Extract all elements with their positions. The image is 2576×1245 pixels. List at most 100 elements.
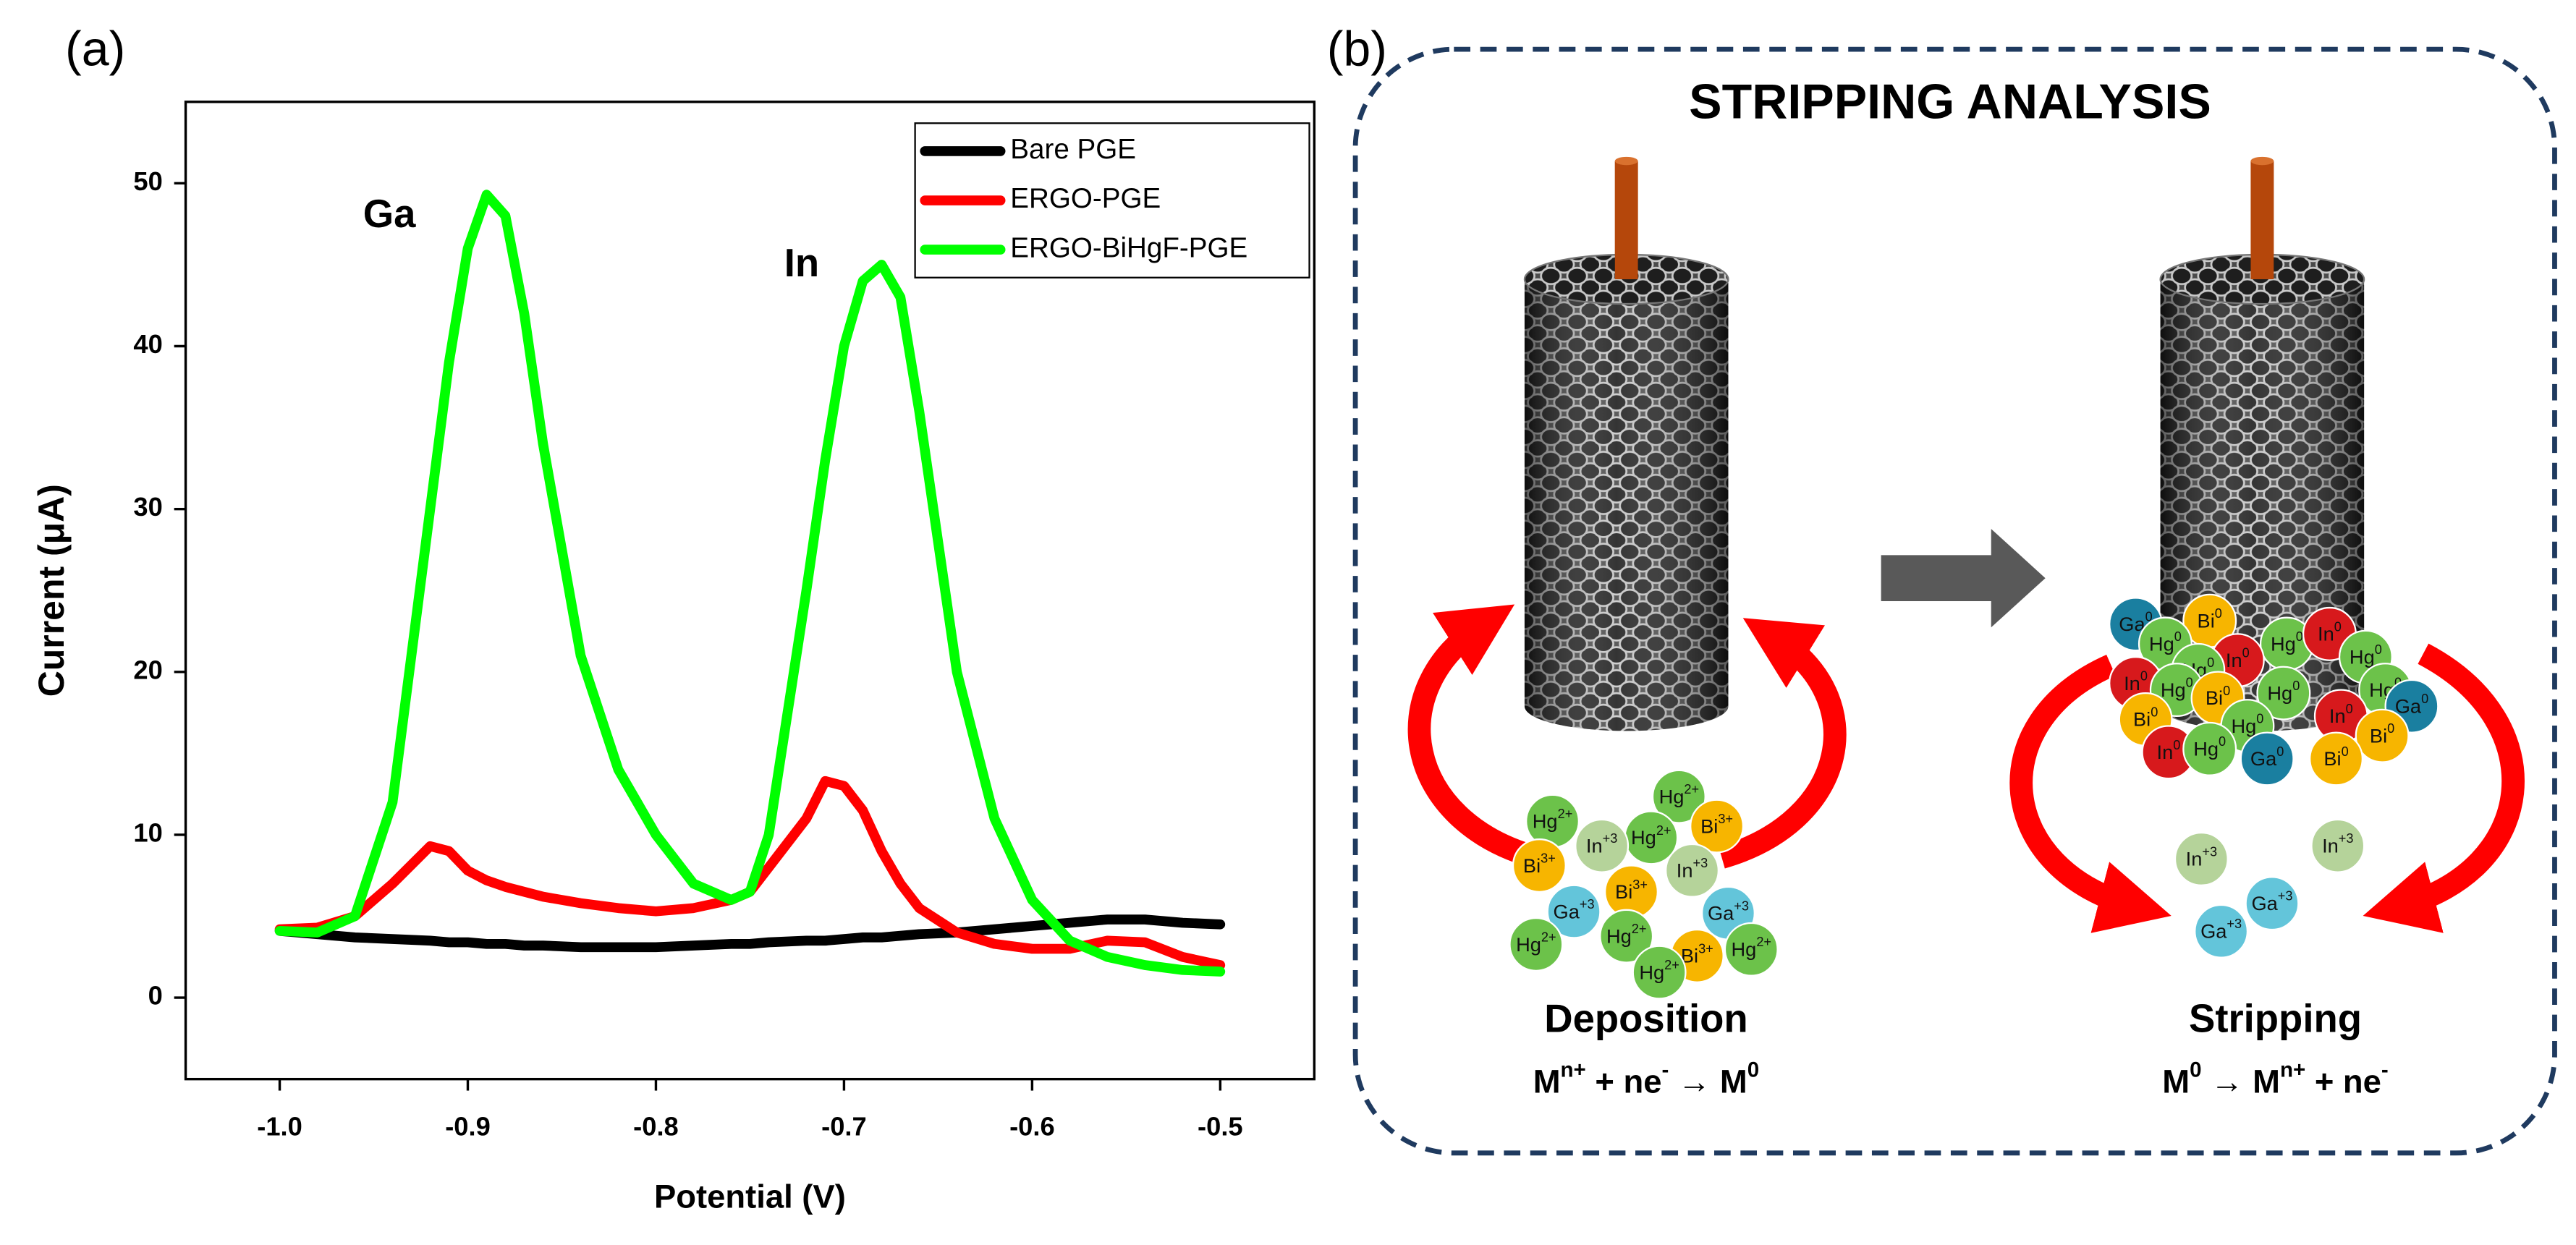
equation-part: n+ [2280, 1058, 2305, 1082]
ion-charge: 0 [2342, 744, 2349, 759]
ion-charge: 0 [2346, 702, 2353, 716]
ion-charge: +3 [2227, 917, 2242, 931]
cycle-arrow [2363, 643, 2525, 933]
ion-symbol: In [2124, 672, 2140, 694]
equation-part: 0 [1747, 1058, 1759, 1082]
electrode-rod-top [1614, 156, 1638, 166]
ion-charge: +3 [2278, 888, 2293, 903]
ion-charge: 3+ [1698, 941, 1713, 956]
ion-symbol: Bi [1700, 815, 1718, 838]
equation-part: - [2381, 1058, 2389, 1082]
equation: M0 → Mn+ + ne- [2162, 1058, 2388, 1100]
ion-symbol: Bi [1615, 880, 1632, 903]
equation: Mn+ + ne- → M0 [1533, 1058, 1759, 1100]
ion-label: In+3 [2186, 844, 2217, 870]
ion-symbol: Hg [2350, 646, 2375, 668]
equation-part: → M [2202, 1063, 2280, 1100]
ion [2355, 708, 2410, 763]
ion [1512, 838, 1567, 893]
ion-label: Bi0 [2133, 705, 2158, 731]
ion [1546, 884, 1601, 939]
ion [1724, 922, 1779, 977]
ion-charge: 0 [2140, 668, 2148, 683]
cycle-arrow [1407, 604, 1540, 869]
series-line [274, 914, 1226, 953]
ion-symbol: Hg [1631, 826, 1656, 849]
ion-label: Hg0 [2161, 675, 2193, 701]
ion-label: Hg2+ [1606, 922, 1647, 948]
panel-label: (b) [1327, 22, 1387, 77]
ion-charge: 2+ [1664, 958, 1679, 972]
y-tick-label: 50 [133, 166, 162, 196]
ion-symbol: Ga [1554, 901, 1580, 923]
ion-label: Hg0 [2193, 734, 2226, 760]
ion-charge: 0 [2215, 606, 2222, 621]
ion-label: Hg0 [2271, 629, 2303, 655]
ion-charge: 0 [2375, 642, 2382, 657]
ion-symbol: In [2322, 835, 2339, 857]
annotation: Ga [363, 192, 416, 236]
y-tick-label: 30 [133, 492, 162, 522]
ion-charge: 0 [2173, 738, 2180, 752]
ion-symbol: In [2318, 623, 2334, 645]
ion [2194, 904, 2249, 959]
ion-charge: 0 [2223, 684, 2230, 698]
process-arrow [1881, 529, 2046, 628]
ion-symbol: Hg [1659, 786, 1685, 808]
ion-label: In0 [2157, 738, 2181, 764]
ion-symbol: In [2226, 649, 2242, 671]
ion-label: Bi3+ [1523, 851, 1556, 877]
ion-charge: 0 [2242, 645, 2250, 660]
ion-label: In+3 [1586, 831, 1617, 857]
ion-symbol: Ga [2250, 747, 2277, 770]
ion-symbol: Ga [2200, 920, 2227, 943]
ion-charge: 2+ [1558, 807, 1573, 821]
ion-label: Ga+3 [1554, 897, 1595, 923]
step-label: Stripping [2189, 997, 2362, 1041]
diagram: STRIPPING ANALYSIS Deposition Mn+ + ne- … [1352, 46, 2557, 1156]
ion-symbol: Hg [2149, 632, 2174, 655]
ion-symbol: Bi [2206, 687, 2223, 709]
ion-symbol: Bi [2133, 708, 2151, 731]
ion-charge: 0 [2207, 655, 2214, 670]
x-tick-label: -0.8 [633, 1111, 679, 1141]
equation-part: + ne [1586, 1063, 1662, 1100]
ion-charge: 2+ [1632, 922, 1647, 936]
equation-part: - [1661, 1058, 1669, 1082]
ion-charge: 3+ [1541, 851, 1556, 865]
ion-charge: 2+ [1541, 930, 1556, 944]
ion-symbol: Hg [1516, 933, 1541, 956]
ion-charge: 0 [2387, 721, 2394, 736]
equation-part: M [1533, 1063, 1561, 1100]
y-tick-label: 10 [133, 818, 162, 848]
ion-symbol: In [2157, 741, 2174, 763]
ion-charge: 2+ [1656, 823, 1672, 838]
ion-charge: 2+ [1684, 782, 1699, 796]
ion-charge: 0 [2296, 629, 2303, 644]
ion-symbol: In [1586, 835, 1603, 857]
legend-label: ERGO-BiHgF-PGE [1010, 232, 1247, 263]
y-tick-label: 40 [133, 329, 162, 359]
ion-label: Hg2+ [1639, 958, 1679, 984]
ion-symbol: In [1677, 859, 1693, 882]
ion-label: Bi3+ [1700, 812, 1733, 838]
ion-symbol: Bi [2323, 747, 2341, 770]
x-tick-label: -1.0 [257, 1111, 302, 1141]
electrode-shade [1524, 279, 1729, 731]
cycle-arrow [2009, 654, 2172, 933]
ion-symbol: Hg [2231, 715, 2256, 737]
ion-symbol: Hg [2267, 682, 2292, 705]
ion-label: Hg2+ [1533, 807, 1573, 833]
ion [1690, 799, 1745, 854]
chart: -1.0 -0.9 -0.8 -0.7 -0.6 -0.5 0 10 20 30 40 50 Poten… [31, 101, 1316, 1215]
ion-label: Hg0 [2149, 629, 2182, 655]
ion [2182, 721, 2237, 776]
panel-label: (a) [65, 22, 125, 77]
x-tick-label: -0.6 [1009, 1111, 1055, 1141]
ion-symbol: Hg [1606, 925, 1632, 948]
ion [2309, 731, 2363, 786]
equation-part: → M [1669, 1063, 1747, 1100]
ion-symbol: Bi [2198, 610, 2215, 632]
ion-charge: +3 [2339, 831, 2354, 846]
